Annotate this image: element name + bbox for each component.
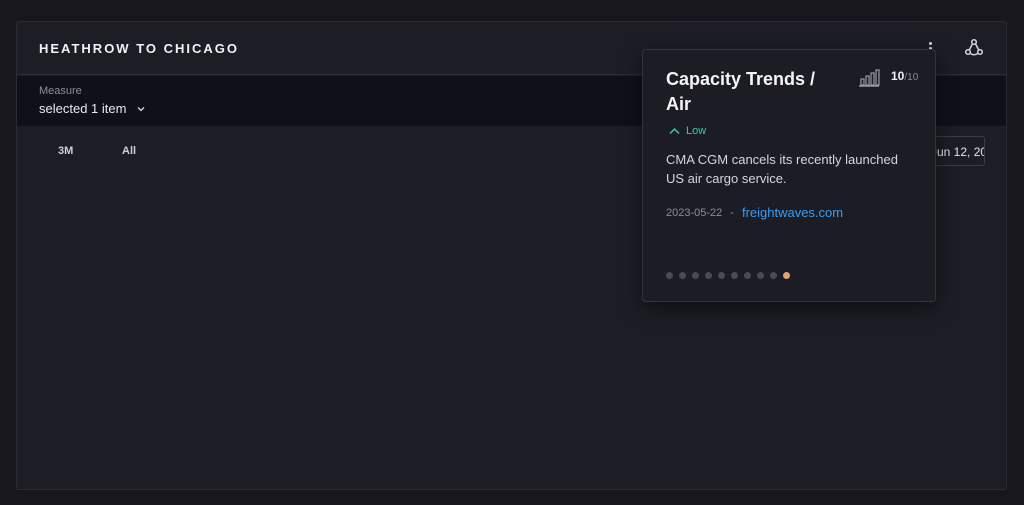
pagination-dot[interactable]: [705, 272, 712, 279]
card-title: HEATHROW TO CHICAGO: [39, 41, 240, 56]
tooltip-counter: 10/10: [891, 69, 918, 83]
insight-tooltip: Capacity Trends / Air 10/10 Low CMA CGM …: [642, 49, 936, 302]
bar-chart-icon: [859, 69, 880, 87]
chevron-down-icon: [137, 106, 145, 111]
pagination-dot[interactable]: [666, 272, 673, 279]
pagination-dot[interactable]: [692, 272, 699, 279]
source-link[interactable]: freightwaves.com: [741, 205, 844, 220]
tooltip-separator: -: [730, 206, 734, 219]
severity-badge: Low: [669, 125, 706, 137]
tooltip-meta: 2023-05-22 - freightwaves.com: [666, 205, 843, 220]
measure-value: selected 1 item: [39, 101, 127, 116]
pagination-dot[interactable]: [718, 272, 725, 279]
tooltip-title: Capacity Trends / Air: [666, 69, 816, 114]
tooltip-total: /10: [904, 72, 919, 83]
measure-label: Measure: [39, 85, 82, 97]
pagination-dots: [666, 272, 790, 279]
network-icon[interactable]: [963, 37, 985, 59]
range-button-all[interactable]: All: [122, 145, 137, 157]
pagination-dot[interactable]: [679, 272, 686, 279]
range-button-3m[interactable]: 3M: [58, 145, 74, 157]
measure-select[interactable]: selected 1 item: [39, 101, 146, 116]
card-header: HEATHROW TO CHICAGO: [17, 22, 1006, 75]
pagination-dot[interactable]: [757, 272, 764, 279]
pagination-dot[interactable]: [731, 272, 738, 279]
pagination-dot[interactable]: [744, 272, 751, 279]
severity-label: Low: [686, 125, 707, 137]
pagination-dot[interactable]: [770, 272, 777, 279]
pagination-dot[interactable]: [783, 272, 790, 279]
chevron-up-icon: [669, 127, 680, 135]
tooltip-count: 10: [891, 69, 905, 83]
tooltip-date: 2023-05-22: [666, 206, 723, 219]
tooltip-body: CMA CGM cancels its recently launched US…: [666, 152, 898, 186]
